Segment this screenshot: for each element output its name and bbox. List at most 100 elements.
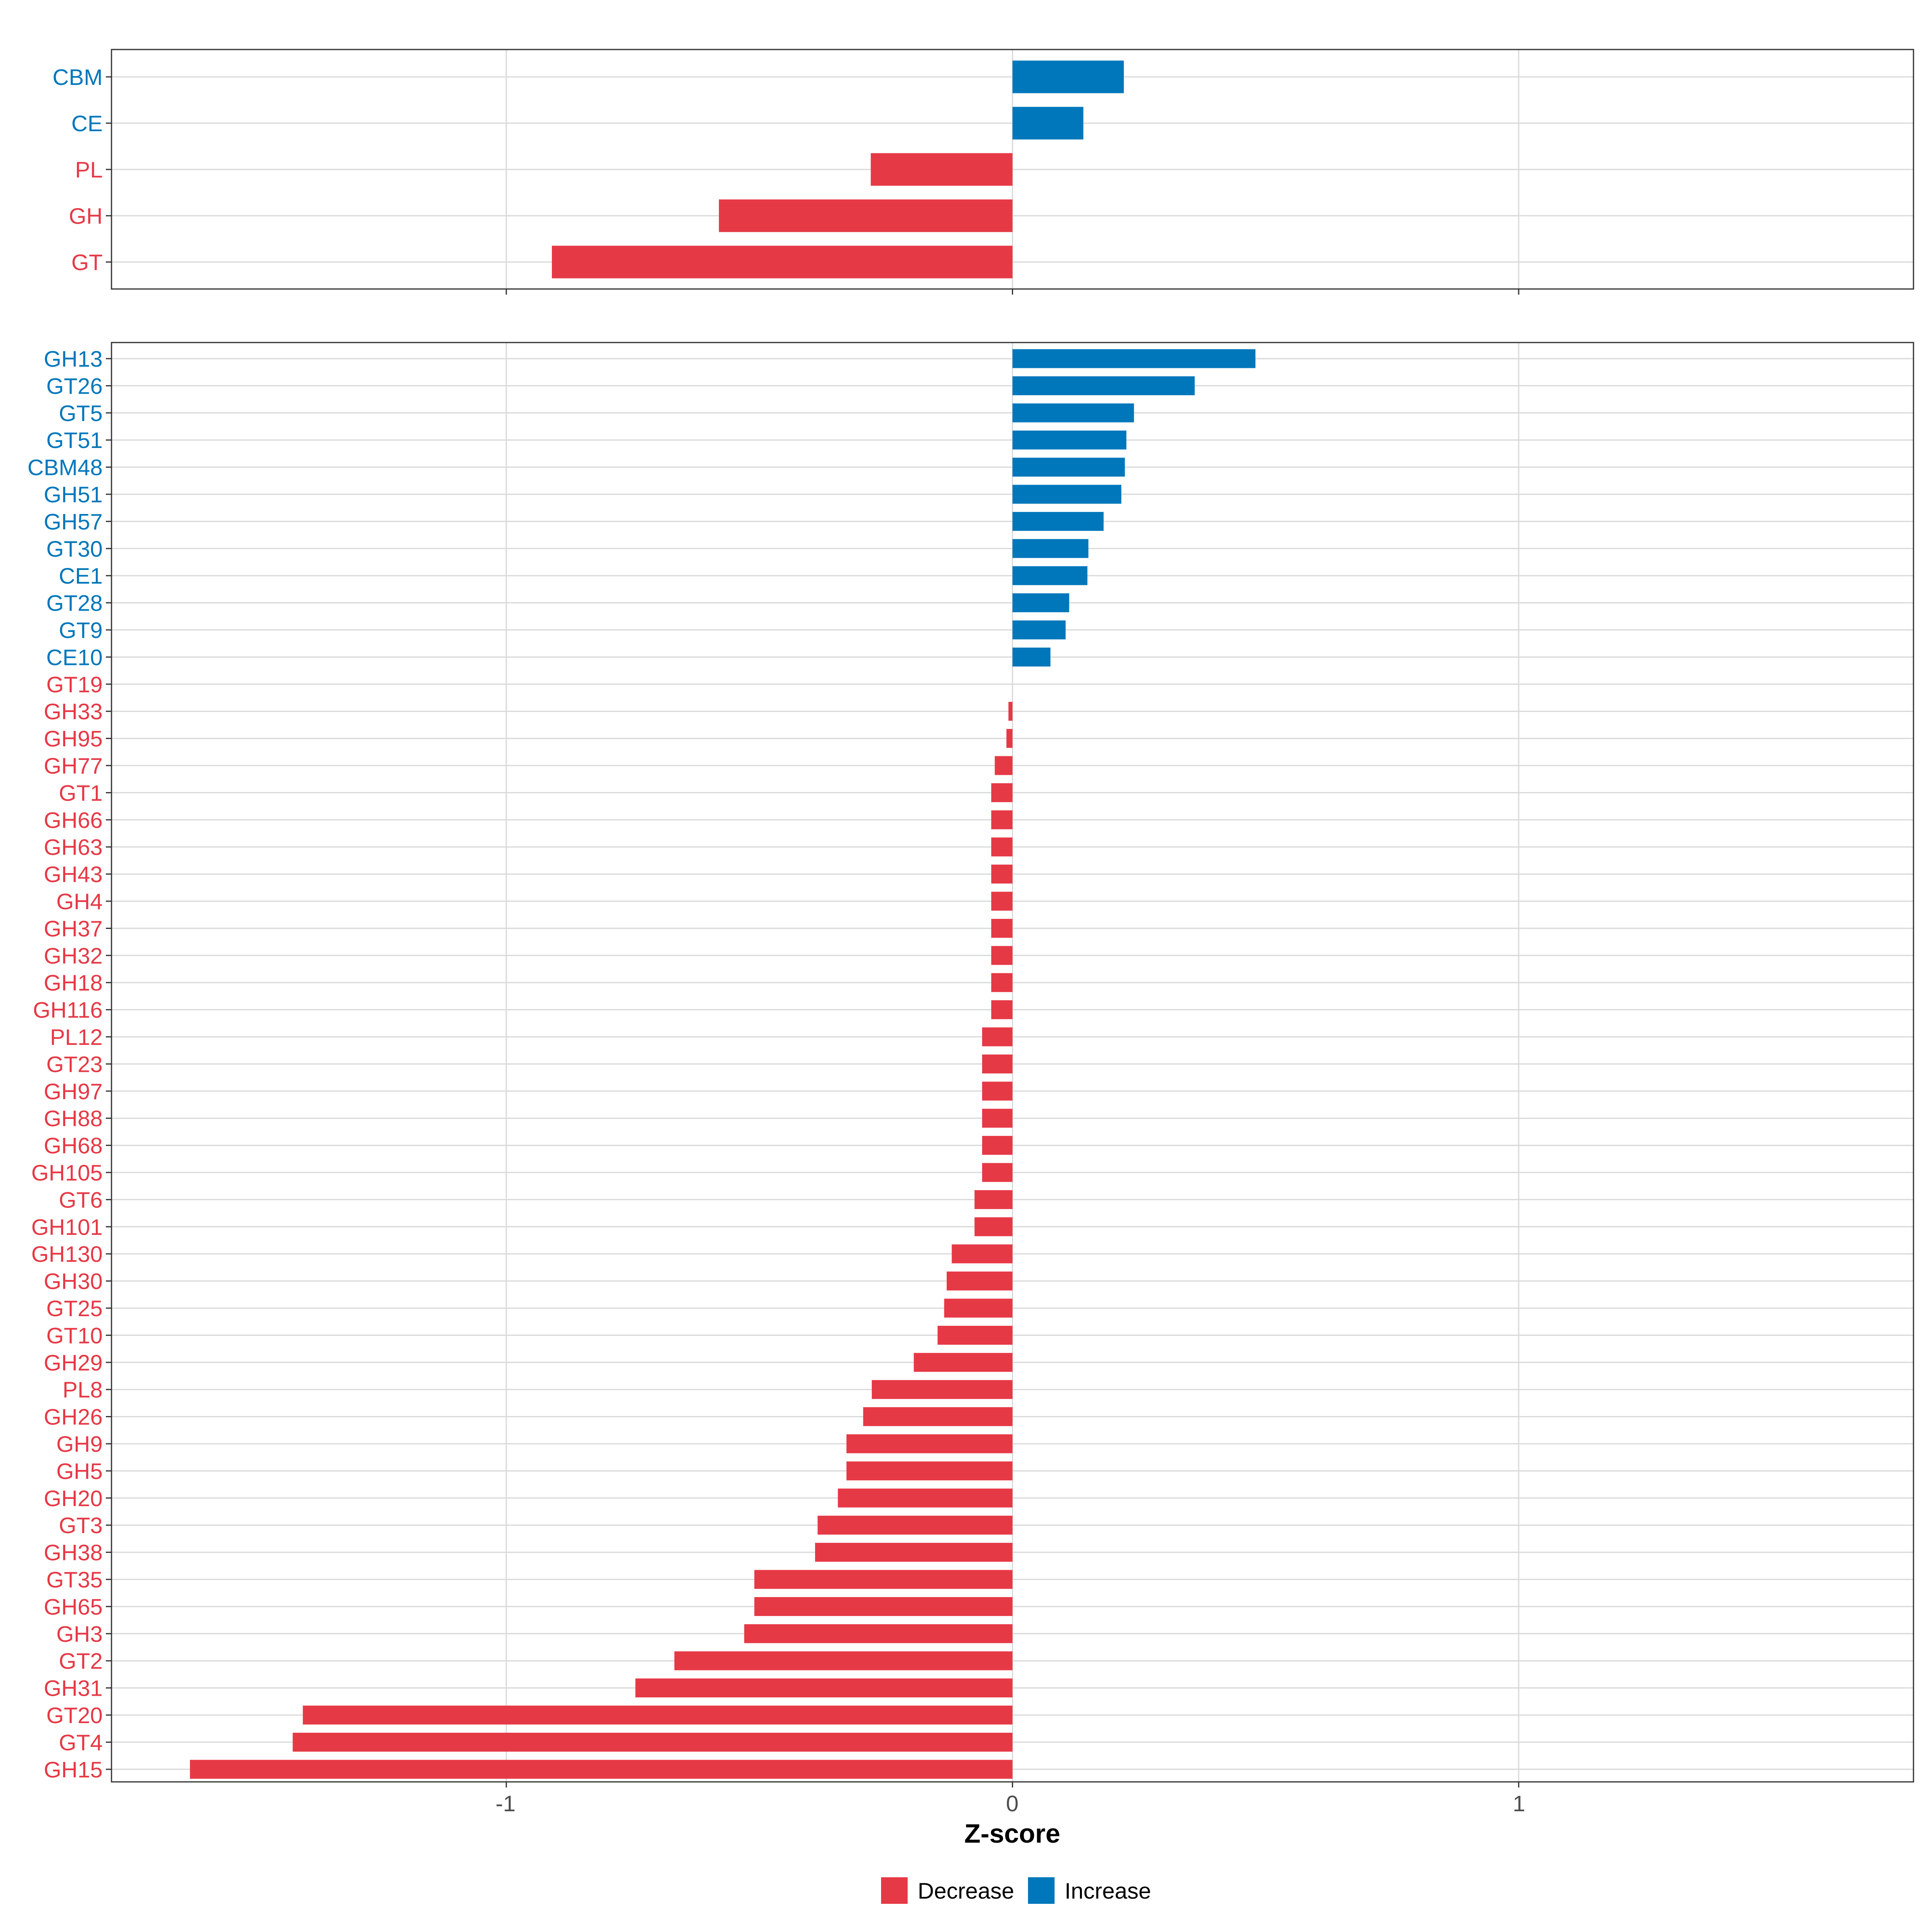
top-bar-CE — [1012, 107, 1084, 140]
bottom-bar-GH101 — [974, 1217, 1013, 1236]
bottom-bar-PL12 — [982, 1027, 1013, 1046]
bottom-label-GH88: GH88 — [44, 1106, 103, 1131]
legend-label-decrease: Decrease — [918, 1878, 1014, 1903]
bottom-bar-GT35 — [754, 1570, 1013, 1589]
bottom-label-GH77: GH77 — [44, 753, 103, 778]
bottom-label-GH32: GH32 — [44, 943, 103, 968]
bottom-label-GH68: GH68 — [44, 1133, 103, 1158]
bottom-label-GT5: GT5 — [59, 400, 103, 426]
top-panel-category-labels: CBM CE PL GH GT — [53, 64, 103, 275]
bottom-bar-GH29 — [914, 1353, 1013, 1372]
bottom-bar-GH30 — [947, 1271, 1013, 1291]
bottom-bar-GH88 — [982, 1108, 1013, 1128]
bottom-label-GT6: GT6 — [59, 1187, 103, 1212]
x-tick-label-neg1: -1 — [495, 1791, 516, 1816]
bottom-bar-GH15 — [190, 1760, 1013, 1779]
bottom-bar-GT1 — [991, 783, 1013, 802]
bottom-label-GH13: GH13 — [44, 346, 103, 372]
top-label-GH: GH — [69, 203, 103, 229]
top-bar-PL — [871, 153, 1013, 186]
bottom-bar-PL8 — [871, 1380, 1013, 1399]
bottom-bar-GH37 — [991, 919, 1013, 938]
bottom-label-GT35: GT35 — [46, 1567, 103, 1592]
bottom-panel-category-labels: GH13GT26GT5GT51CBM48GH51GH57GT30CE1GT28G… — [27, 346, 103, 1782]
x-axis-tick-labels: -1 0 1 — [495, 1791, 1525, 1816]
top-label-CE: CE — [71, 111, 103, 136]
bottom-label-GT3: GT3 — [59, 1513, 103, 1538]
bottom-bar-GH3 — [744, 1624, 1013, 1643]
bottom-bar-GH130 — [952, 1244, 1013, 1263]
bottom-label-GH65: GH65 — [44, 1594, 103, 1619]
bottom-bar-GH65 — [754, 1597, 1013, 1616]
top-label-PL: PL — [75, 157, 103, 182]
bottom-label-GH95: GH95 — [44, 726, 103, 751]
bottom-label-GH51: GH51 — [44, 482, 103, 507]
top-panel-x-ticks — [106, 76, 1519, 295]
top-panel: CBM CE PL GH GT — [53, 49, 1914, 295]
bottom-label-GH37: GH37 — [44, 916, 103, 941]
bottom-bar-GT25 — [944, 1298, 1013, 1318]
x-axis-title: Z-score — [964, 1818, 1060, 1848]
bottom-bar-CE1 — [1012, 566, 1088, 585]
bottom-bar-GH33 — [1008, 702, 1013, 721]
bottom-label-CBM48: CBM48 — [27, 455, 103, 480]
bottom-label-PL12: PL12 — [50, 1024, 103, 1050]
bottom-bar-GH97 — [982, 1082, 1013, 1101]
legend-swatch-increase — [1028, 1877, 1055, 1904]
bottom-bar-GH105 — [982, 1163, 1013, 1182]
bottom-bar-GH116 — [991, 1000, 1013, 1020]
bottom-label-GH130: GH130 — [31, 1241, 103, 1267]
bottom-label-GT26: GT26 — [46, 373, 103, 398]
bottom-bar-GT3 — [817, 1515, 1013, 1535]
bottom-label-GH116: GH116 — [33, 997, 103, 1023]
bottom-bar-GH38 — [815, 1543, 1013, 1562]
x-tick-label-1: 1 — [1513, 1791, 1525, 1816]
bottom-label-CE1: CE1 — [59, 563, 103, 588]
bottom-panel-bars — [190, 349, 1256, 1779]
bottom-label-GH33: GH33 — [44, 699, 103, 724]
bottom-bar-GT20 — [303, 1705, 1013, 1725]
legend: Decrease Increase — [881, 1877, 1151, 1904]
bottom-label-GT10: GT10 — [46, 1323, 103, 1348]
bottom-bar-GT2 — [674, 1651, 1013, 1670]
bottom-label-GH9: GH9 — [56, 1431, 103, 1457]
bottom-bar-GT26 — [1012, 376, 1195, 395]
bottom-label-GH63: GH63 — [44, 834, 103, 860]
bottom-bar-GT23 — [982, 1054, 1013, 1073]
bottom-label-GH26: GH26 — [44, 1404, 103, 1430]
bottom-bar-GH57 — [1012, 512, 1104, 531]
bottom-bar-GT9 — [1012, 620, 1066, 640]
bottom-bar-GH9 — [846, 1434, 1013, 1453]
top-bar-GH — [719, 199, 1013, 232]
bottom-bar-GH32 — [991, 946, 1013, 965]
bottom-label-GH66: GH66 — [44, 807, 103, 833]
bottom-bar-GH26 — [863, 1407, 1013, 1426]
bottom-label-GT51: GT51 — [46, 427, 103, 453]
bottom-bar-GT10 — [937, 1325, 1013, 1345]
bottom-bar-GH18 — [991, 973, 1013, 992]
bottom-label-GT19: GT19 — [46, 672, 103, 697]
bottom-label-PL8: PL8 — [62, 1377, 103, 1402]
bottom-label-GH57: GH57 — [44, 509, 103, 534]
bottom-bar-GH63 — [991, 837, 1013, 857]
bottom-bar-CBM48 — [1012, 458, 1125, 477]
top-bar-GT — [552, 246, 1013, 279]
bottom-bar-GH5 — [846, 1461, 1013, 1480]
bottom-bar-GH13 — [1012, 349, 1256, 368]
top-panel-bars — [552, 60, 1124, 279]
bottom-label-GT4: GT4 — [59, 1730, 103, 1755]
bottom-bar-GT4 — [293, 1732, 1013, 1752]
bottom-bar-GH4 — [991, 892, 1013, 911]
bottom-label-GT2: GT2 — [59, 1648, 103, 1674]
top-label-CBM: CBM — [53, 64, 103, 90]
top-bar-CBM — [1012, 60, 1124, 93]
bottom-bar-GH43 — [991, 865, 1013, 884]
bottom-label-GH15: GH15 — [44, 1757, 103, 1782]
bottom-bar-GT6 — [974, 1190, 1013, 1209]
bottom-label-GH5: GH5 — [56, 1458, 103, 1484]
bottom-label-GT25: GT25 — [46, 1296, 103, 1321]
bottom-bar-GH20 — [838, 1488, 1013, 1508]
bottom-label-GT23: GT23 — [46, 1051, 103, 1077]
bottom-label-GT20: GT20 — [46, 1703, 103, 1728]
bottom-panel-x-ticks — [106, 358, 1519, 1788]
